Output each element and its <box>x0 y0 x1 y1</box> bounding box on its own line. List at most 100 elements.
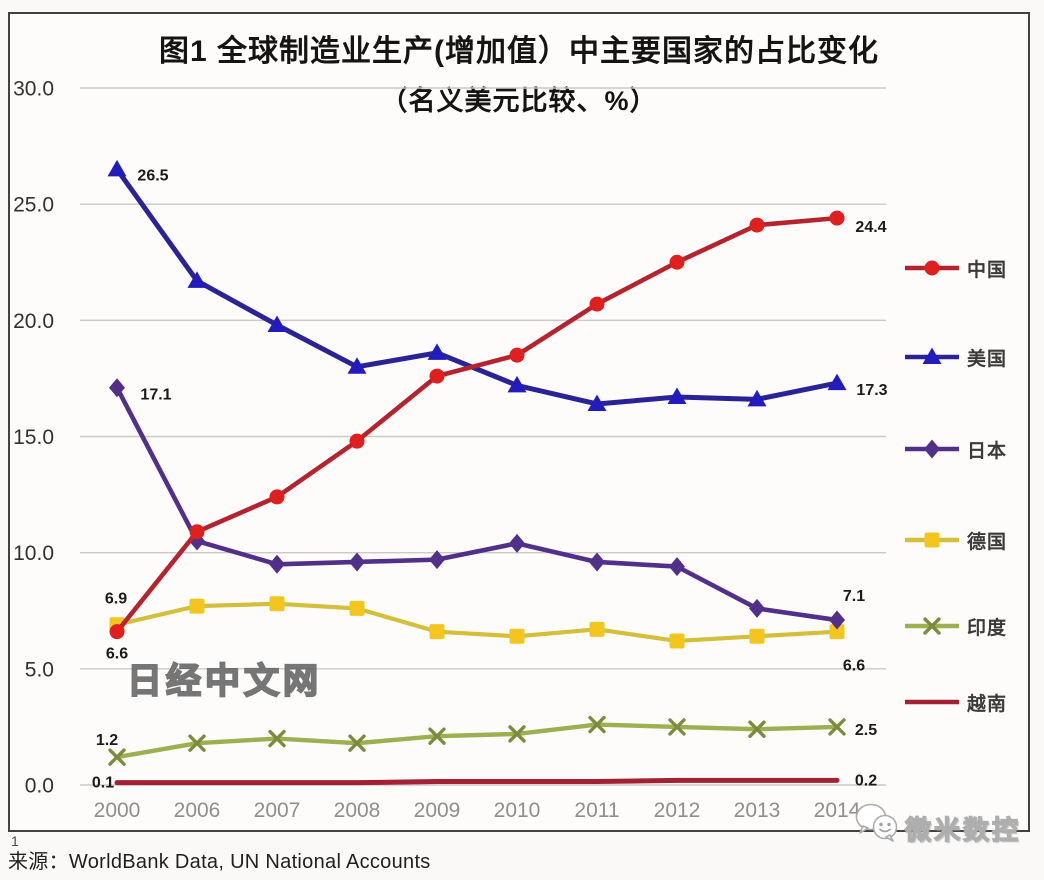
series-usa-marker <box>107 159 127 177</box>
series-japan-marker <box>349 552 365 572</box>
series-vietnam-last-label: 0.2 <box>855 772 877 789</box>
x-tick-label: 2010 <box>494 799 541 822</box>
series-usa-marker <box>187 271 207 288</box>
title-block: 图1 全球制造业生产(增加值）中主要国家的占比变化 （名义美元比较、%） <box>10 26 1028 118</box>
legend-china-marker-icon <box>905 260 959 276</box>
series-india-marker <box>508 725 526 743</box>
series-japan-marker <box>429 550 445 570</box>
series-usa-marker <box>747 389 767 407</box>
x-tick-label: 2009 <box>414 799 461 822</box>
series-india <box>108 715 846 766</box>
series-china-line <box>114 215 840 634</box>
x-tick-label: 2000 <box>94 799 141 822</box>
series-usa-marker <box>667 387 687 405</box>
legend-item-label: 中国 <box>967 259 1008 281</box>
footnote-marker: 1 <box>11 833 19 849</box>
series-usa-marker <box>267 315 287 332</box>
series-china-marker <box>429 368 445 384</box>
y-tick-label: 15.0 <box>13 426 54 449</box>
legend-germany-marker <box>924 532 940 548</box>
series-vietnam-first-label: 0.1 <box>92 775 114 792</box>
series-japan-line <box>114 385 840 623</box>
chart-title: 图1 全球制造业生产(增加值）中主要国家的占比变化 <box>158 35 879 68</box>
watermark-weimi-label: 微米数控 <box>904 814 1022 845</box>
series-india-marker <box>428 727 446 745</box>
series-china-last-label: 24.4 <box>855 219 886 236</box>
legend-germany-marker-icon <box>905 532 959 548</box>
series-china-marker <box>589 296 605 312</box>
legend-item-label: 越南 <box>967 693 1008 715</box>
x-tick-label: 2007 <box>254 799 301 822</box>
legend-japan-marker-icon <box>905 439 959 459</box>
x-tick-label: 2013 <box>734 799 781 822</box>
series-china-marker <box>509 347 525 363</box>
series-india-last-label: 2.5 <box>855 722 877 739</box>
series-usa <box>107 159 847 411</box>
wechat-bubbles-icon <box>855 803 898 842</box>
x-tick-label: 2006 <box>174 799 221 822</box>
series-china-marker <box>269 489 285 505</box>
source-line: 来源：WorldBank Data, UN National Accounts <box>8 851 431 873</box>
legend-vietnam-marker-icon <box>905 699 959 705</box>
legend-item-germany: 德国 <box>904 527 1007 553</box>
series-germany-marker <box>669 633 685 649</box>
series-india-marker <box>348 734 366 752</box>
legend-item-label: 德国 <box>967 531 1008 553</box>
y-tick-label: 0.0 <box>25 775 54 798</box>
series-usa-first-label: 26.5 <box>137 167 168 184</box>
series-germany-marker <box>509 628 525 644</box>
legend-india-marker-icon <box>905 617 959 635</box>
x-axis-labels: 2000 2006 2007 2008 2009 2010 2011 2012 2013 2014 <box>94 799 861 822</box>
y-tick-label: 25.0 <box>13 194 54 217</box>
series-japan-first-label: 17.1 <box>140 387 171 404</box>
series-india-marker <box>748 720 766 738</box>
series-germany-first-label: 6.9 <box>105 591 127 608</box>
series-china-first-label: 6.6 <box>106 646 128 663</box>
legend-item-india: 印度 <box>904 613 1007 639</box>
legend: 中国 美国 日本 德国 印度 越南 <box>900 0 1030 832</box>
chart-frame <box>8 12 1030 832</box>
series-china <box>109 210 845 640</box>
series-germany-marker <box>749 628 765 644</box>
series-germany <box>109 596 845 649</box>
series-india-line <box>114 722 840 760</box>
series-india-marker <box>668 718 686 736</box>
series-usa-marker <box>587 394 607 411</box>
series-germany-line <box>114 601 840 644</box>
x-tick-label: 2012 <box>654 799 701 822</box>
series-china-marker <box>349 433 365 449</box>
x-tick-label: 2011 <box>574 799 619 822</box>
series-germany-last-label: 6.6 <box>843 658 865 675</box>
series-usa-marker <box>347 357 367 374</box>
series-india-marker <box>268 729 286 748</box>
series-india-first-label: 1.2 <box>96 732 118 749</box>
y-tick-label: 20.0 <box>13 310 54 333</box>
y-tick-label: 10.0 <box>13 542 54 565</box>
series-japan-marker <box>269 554 285 574</box>
series-india-marker <box>108 748 126 766</box>
series-japan-marker <box>109 378 125 398</box>
y-tick-label: 5.0 <box>25 658 54 681</box>
series-japan <box>109 378 845 630</box>
series-japan-marker <box>509 533 525 553</box>
series-germany-marker <box>589 621 605 637</box>
legend-item-china: 中国 <box>904 255 1007 281</box>
series-japan-marker <box>589 552 605 572</box>
series-usa-marker <box>427 343 447 360</box>
series-japan-marker <box>829 610 845 630</box>
x-tick-label: 2008 <box>334 799 381 822</box>
series-usa-marker <box>827 373 847 391</box>
series-japan-marker <box>669 557 685 577</box>
watermark-weimi: 微米数控 <box>852 796 1042 852</box>
series-germany-marker <box>269 596 285 612</box>
series-japan-marker <box>749 598 765 618</box>
series-japan-last-label: 7.1 <box>843 588 865 605</box>
series-usa-line <box>114 166 840 407</box>
series-germany-marker <box>829 624 845 640</box>
legend-item-vietnam: 越南 <box>904 689 1007 715</box>
legend-china-marker <box>924 260 940 276</box>
series-india-marker <box>588 715 606 734</box>
series-vietnam <box>114 777 840 786</box>
legend-india-marker <box>923 617 941 635</box>
